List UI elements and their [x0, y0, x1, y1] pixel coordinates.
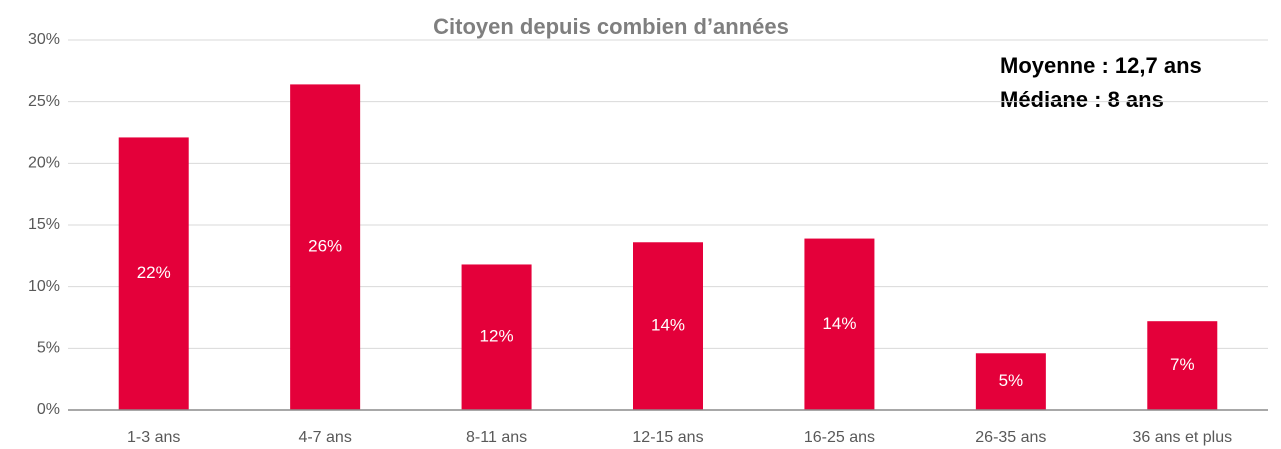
x-tick-label: 26-35 ans	[975, 429, 1046, 446]
x-tick-label: 1-3 ans	[127, 429, 180, 446]
bar	[290, 84, 361, 411]
bar	[804, 238, 875, 410]
bar	[118, 137, 189, 410]
y-tick-label: 30%	[28, 31, 60, 48]
bar	[1147, 321, 1218, 410]
y-tick-label: 25%	[28, 93, 60, 110]
value-label: 12%	[480, 327, 514, 346]
x-tick-label: 36 ans et plus	[1132, 429, 1232, 446]
annotation: Médiane : 8 ans	[1000, 87, 1164, 112]
chart-title: Citoyen depuis combien d’années	[433, 14, 789, 39]
value-label: 22%	[137, 263, 171, 282]
y-tick-label: 10%	[28, 278, 60, 295]
x-tick-label: 16-25 ans	[804, 429, 875, 446]
y-tick-label: 15%	[28, 216, 60, 233]
value-label: 14%	[651, 316, 685, 335]
value-label: 7%	[1170, 355, 1195, 374]
bar	[633, 242, 703, 410]
value-label: 14%	[822, 314, 856, 333]
x-tick-label: 12-15 ans	[632, 429, 703, 446]
bar	[975, 353, 1046, 410]
annotation: Moyenne : 12,7 ans	[1000, 53, 1202, 78]
x-tick-label: 4-7 ans	[298, 429, 351, 446]
y-tick-label: 5%	[37, 340, 60, 357]
y-tick-label: 0%	[37, 401, 60, 418]
value-label: 5%	[999, 371, 1024, 390]
value-label: 26%	[308, 237, 342, 256]
x-tick-label: 8-11 ans	[466, 429, 527, 446]
bar	[461, 264, 532, 410]
y-tick-label: 20%	[28, 155, 60, 172]
